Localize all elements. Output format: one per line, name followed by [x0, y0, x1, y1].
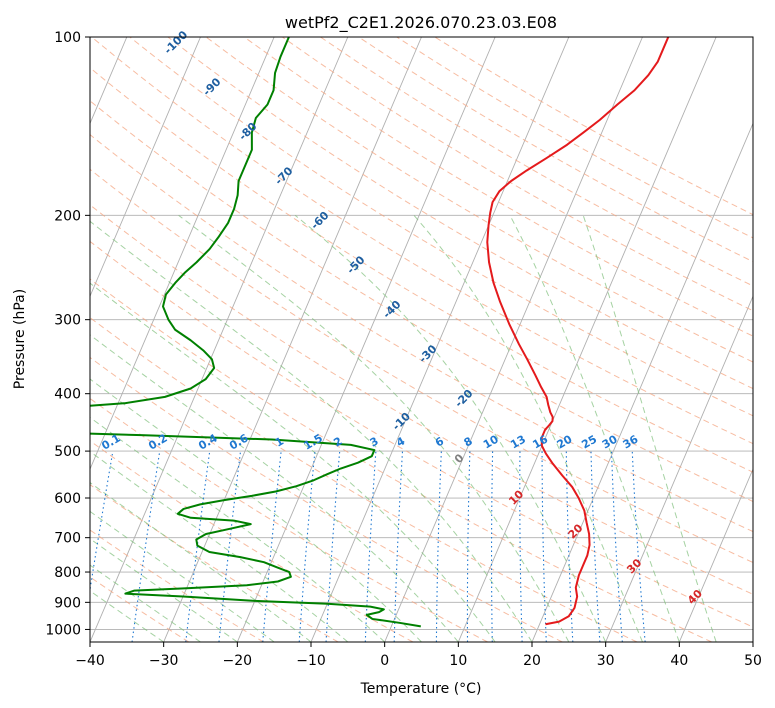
moist-adiabat-line [90, 564, 201, 642]
dry-adiabat-line [90, 168, 753, 564]
moist-adiabat-line [90, 416, 386, 642]
mixing-ratio-line [590, 451, 601, 642]
moist-adiabat-line [90, 538, 238, 642]
isotherm-line [236, 37, 496, 642]
mixing-ratio-line [90, 451, 114, 594]
moist-adiabat-line [90, 378, 422, 642]
dry-adiabat-line [91, 37, 753, 445]
plot-area [90, 37, 753, 642]
mixing-ratio-line [185, 451, 211, 642]
dry-adiabat-line [90, 529, 264, 642]
moist-adiabat-line [294, 214, 607, 642]
mixing-ratio-line [565, 451, 574, 642]
mixing-ratio-line [393, 451, 404, 642]
dry-adiabat-line [90, 204, 753, 595]
y-tick-label: 200 [54, 208, 81, 224]
y-tick-label: 700 [54, 531, 81, 547]
dry-adiabat-line [90, 484, 339, 642]
mixing-ratio-line [131, 451, 161, 642]
x-tick-label: −40 [75, 653, 105, 669]
isotherm-line [163, 37, 422, 642]
chart-title: wetPf2_C2E1.2026.070.23.03.E08 [285, 13, 557, 33]
moist-adiabat-line [90, 481, 312, 642]
moist-adiabat-line [509, 215, 680, 642]
mixing-ratio-line [325, 451, 341, 642]
dry-adiabat-line [90, 100, 753, 503]
mixing-ratio-line [541, 451, 547, 642]
dry-adiabat-line [243, 37, 753, 337]
x-tick-label: 50 [744, 653, 762, 669]
moist-adiabat-line [90, 590, 164, 642]
isotherm-line [90, 37, 349, 642]
x-tick-label: 0 [380, 653, 389, 669]
dry-adiabat-line [90, 317, 638, 642]
x-tick-label: 40 [670, 653, 688, 669]
isotherm-line [90, 37, 275, 471]
plot-frame [89, 36, 754, 643]
mixing-ratio-line [364, 451, 377, 642]
dry-adiabat-line [90, 397, 488, 642]
y-tick-label: 1000 [45, 622, 81, 638]
sounding-lines [90, 37, 670, 628]
dewpoint-line [90, 37, 421, 628]
y-tick-label: 500 [54, 444, 81, 460]
dry-adiabat-line [90, 356, 563, 642]
moist-adiabat-line [90, 220, 533, 642]
mixing-ratio-line [491, 451, 494, 642]
isotherm-line [605, 295, 753, 642]
y-tick-label: 300 [54, 313, 81, 329]
mixing-ratio-line [435, 451, 442, 642]
y-tick-label: 100 [54, 30, 81, 46]
dry-adiabat-line [282, 37, 753, 312]
isotherm-line [752, 640, 753, 642]
y-tick-label: 600 [54, 491, 81, 507]
moist-adiabat-line [413, 215, 643, 642]
moist-adiabat-line [90, 450, 349, 642]
x-tick-label: 30 [597, 653, 615, 669]
moist-adiabat-line [582, 215, 717, 642]
mixing-ratio-line [631, 451, 646, 642]
mixing-ratio-line [262, 451, 282, 642]
mixing-ratio-line [218, 451, 242, 642]
dry-adiabat-line [90, 278, 712, 642]
y-axis: 100 200 300 400 500 600 700 800 900 1000 [45, 30, 90, 638]
x-tick-label: −10 [296, 653, 326, 669]
mixing-ratio-line [610, 451, 623, 642]
x-tick-label: −30 [149, 653, 179, 669]
x-tick-label: 10 [449, 653, 467, 669]
mixing-ratio-line [298, 451, 316, 642]
background-lines [90, 37, 753, 642]
x-axis-label: Temperature (°C) [360, 681, 482, 697]
x-tick-label: 20 [523, 653, 541, 669]
x-tick-label: −20 [223, 653, 253, 669]
y-tick-label: 400 [54, 387, 81, 403]
isotherm-line [457, 37, 717, 642]
y-axis-label: Pressure (hPa) [12, 289, 28, 389]
dry-adiabat-line [90, 240, 753, 628]
isotherm-line [90, 37, 201, 298]
temperature-line [486, 37, 670, 626]
x-axis: −40 −30 −20 −10 0 10 20 30 40 50 [75, 642, 762, 669]
moist-adiabat-line [178, 214, 570, 642]
mixing-ratio-line [519, 451, 523, 642]
isotherm-line [384, 37, 643, 642]
y-tick-label: 900 [54, 595, 81, 611]
isotherm-line [678, 467, 753, 642]
isotherm-line [531, 122, 753, 642]
y-tick-label: 800 [54, 565, 81, 581]
mixing-ratio-line [466, 451, 471, 642]
dry-adiabat-line [90, 133, 753, 533]
moist-adiabat-line [90, 334, 459, 642]
